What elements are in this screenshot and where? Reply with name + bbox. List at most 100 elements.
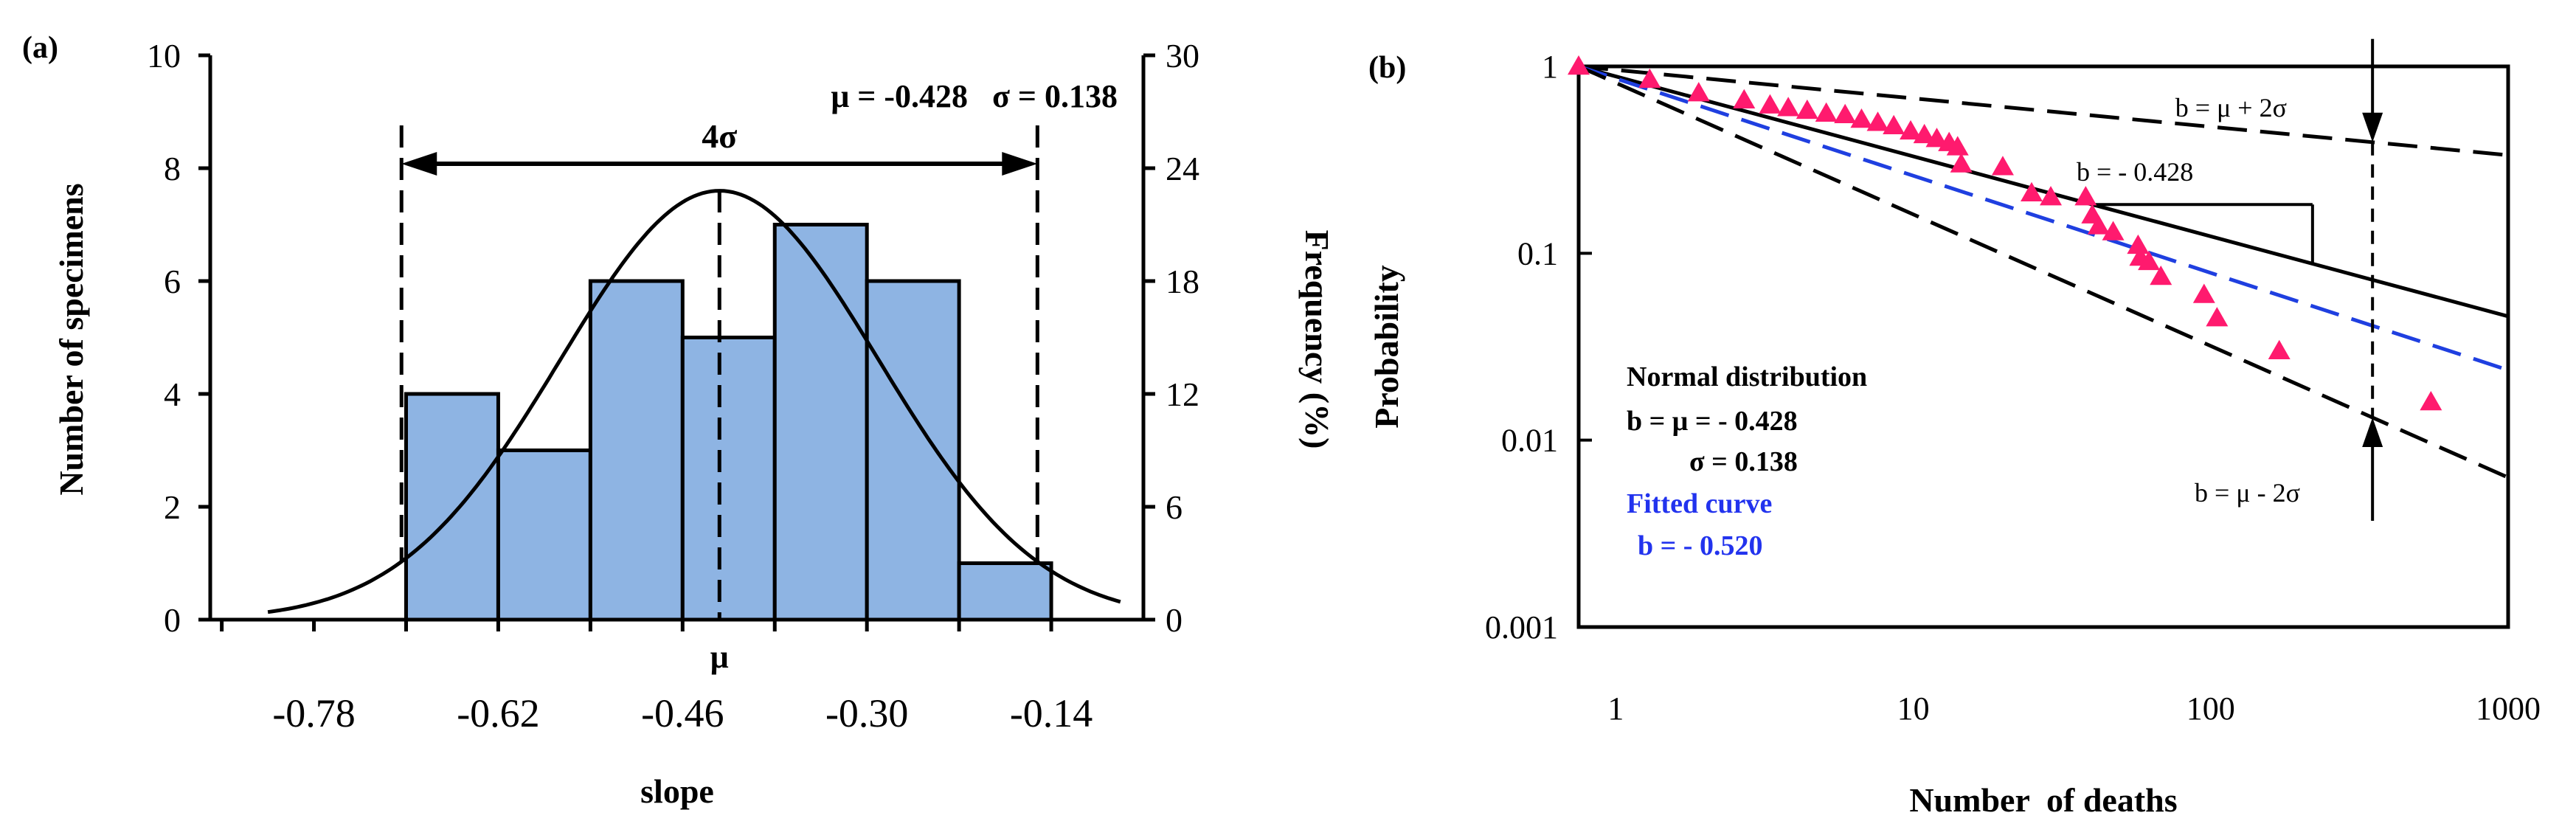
x-axis-label: Number of deaths [1909, 781, 2177, 819]
histogram-axes [208, 55, 1146, 622]
x-axis-label: slope [640, 772, 714, 810]
slope-line [1579, 66, 2508, 373]
slope-line [1579, 66, 2508, 157]
x-tick-label: 10 [1897, 690, 1930, 727]
legend: Normal distribution b = μ = - 0.428 σ = … [1627, 361, 1867, 561]
histogram-bar [865, 279, 961, 622]
y-axis-label: Number of specimens [52, 183, 90, 495]
legend-title: Normal distribution [1627, 361, 1867, 392]
data-point [2268, 339, 2291, 360]
data-point [1850, 108, 1873, 128]
histogram-bar [772, 223, 869, 622]
marker-upper-arrow [2362, 112, 2383, 142]
data-point [1796, 99, 1818, 120]
probability-ticks: 1 10 100 1000 1 0.1 0.01 0.001 [1485, 49, 2541, 727]
data-point [1568, 55, 1590, 75]
legend-mu: b = μ = - 0.428 [1627, 406, 1798, 437]
data-point [1638, 68, 1661, 89]
data-point [2127, 234, 2150, 254]
y-tick-label: 0.001 [1485, 609, 1558, 645]
histogram-bar [588, 279, 685, 622]
histogram-bar [404, 392, 500, 622]
data-point [1866, 111, 1889, 131]
data-point [1946, 136, 1969, 156]
y-axis-label: Probability [1368, 265, 1405, 429]
y2-tick-label: 0 [1166, 601, 1183, 639]
y-tick-label: 1 [1542, 49, 1558, 85]
data-points [1568, 55, 2442, 411]
panel-b-label: (b) [1368, 51, 1406, 85]
data-point [2074, 186, 2097, 206]
arrow-head-left [401, 152, 437, 176]
y2-tick-label: 18 [1166, 263, 1199, 300]
data-point [1687, 82, 1710, 102]
y2-tick-label: 12 [1166, 375, 1199, 413]
x-tick-label: -0.46 [641, 691, 724, 735]
data-point [1950, 153, 1973, 173]
data-point [1925, 128, 1948, 148]
data-point [2021, 181, 2043, 201]
sigma-lines [399, 125, 1039, 620]
y2-tick-label: 24 [1166, 150, 1199, 187]
slope-line [1579, 66, 2508, 319]
histogram-bars [404, 223, 1053, 622]
data-point [1815, 102, 1838, 122]
mu-label: μ [710, 639, 729, 675]
marker-lower-arrow [2362, 418, 2383, 448]
data-point [2138, 250, 2161, 271]
lower-line-label: b = μ - 2σ [2195, 478, 2300, 508]
data-point [2192, 283, 2215, 303]
y2-tick-label: 6 [1166, 488, 1183, 526]
data-point [2150, 265, 2172, 285]
data-point [2087, 215, 2110, 235]
y-tick-label: 6 [164, 263, 181, 300]
data-point [2102, 221, 2125, 240]
data-point [1991, 156, 2014, 176]
panel-a-label: (a) [22, 31, 58, 65]
y2-axis-label: Frequency (%) [1298, 230, 1336, 449]
data-point [1759, 94, 1782, 114]
data-point [2206, 307, 2229, 327]
data-point [1777, 97, 1800, 117]
four-sigma-arrow [401, 152, 1038, 176]
y-tick-label: 4 [164, 375, 181, 413]
data-point [1913, 123, 1936, 144]
data-point [2040, 186, 2063, 206]
x-tick-label: -0.78 [272, 691, 355, 735]
four-sigma-label: 4σ [702, 117, 737, 155]
mid-line-label: b = - 0.428 [2077, 157, 2193, 187]
y-tick-label: 0.01 [1501, 423, 1558, 459]
arrow-head-right [1002, 152, 1038, 176]
data-point [1834, 103, 1857, 124]
plot-frame [1576, 64, 2510, 629]
upper-line-label: b = μ + 2σ [2175, 93, 2287, 122]
y-tick-label: 2 [164, 488, 181, 526]
y-tick-label: 10 [147, 37, 181, 75]
y-tick-label: 0.1 [1517, 235, 1558, 271]
x-tick-label: 1 [1607, 690, 1624, 727]
sigma-range-marker [2362, 38, 2383, 522]
data-point [1733, 89, 1756, 108]
x-tick-label: 100 [2187, 690, 2235, 727]
y-tick-label: 0 [164, 601, 181, 639]
x-tick-label: -0.30 [825, 691, 908, 735]
probability-panel: (b) 1 10 100 1000 1 0.1 0.01 0.001 b = μ + 2σ b… [1368, 38, 2541, 819]
y2-tick-label: 30 [1166, 37, 1199, 75]
data-point [1900, 120, 1922, 140]
data-point [1883, 114, 1905, 135]
x-tick-label: -0.62 [457, 691, 539, 735]
mu-sigma-annotation: μ = -0.428 σ = 0.138 [831, 78, 1118, 114]
fitted-title: Fitted curve [1627, 488, 1772, 519]
data-point [2420, 390, 2442, 411]
fitted-b: b = - 0.520 [1638, 530, 1762, 561]
normal-curve [267, 189, 1121, 614]
y-tick-label: 8 [164, 150, 181, 187]
histogram-bar [680, 336, 777, 622]
histogram-bar [496, 449, 592, 622]
histogram-bar [957, 561, 1053, 622]
legend-sigma: σ = 0.138 [1689, 446, 1798, 477]
x-tick-label: -0.14 [1010, 691, 1093, 735]
